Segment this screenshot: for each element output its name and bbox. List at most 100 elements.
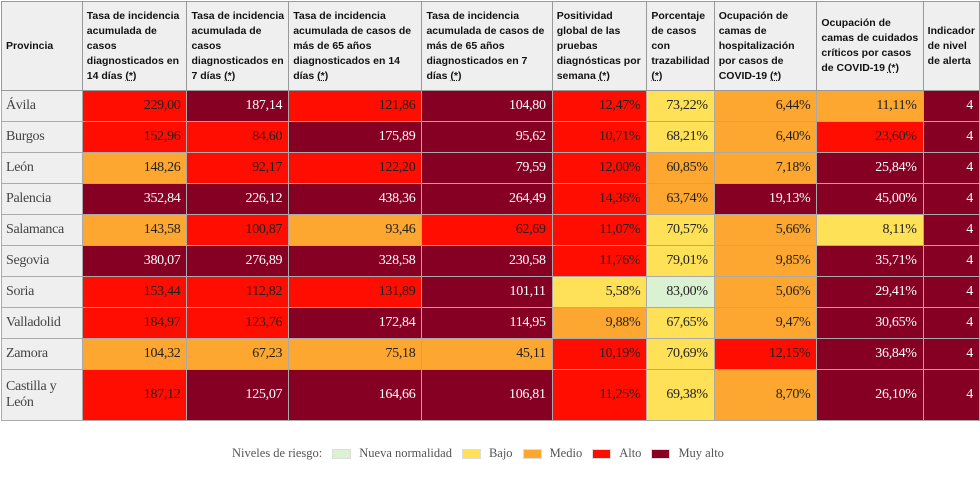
header-row: Provincia Tasa de incidencia acumulada de… — [1, 1, 980, 91]
legend-item-label: Muy alto — [678, 446, 724, 460]
value-cell: 4 — [922, 338, 980, 370]
value-cell: 26,10% — [816, 369, 924, 421]
legend-label: Niveles de riesgo: — [232, 446, 323, 460]
column-header-label: Tasa de incidencia acumulada de casos de… — [293, 9, 412, 82]
column-header: Ocupación de camas de cuidados críticos … — [816, 1, 924, 91]
province-cell: Ávila — [1, 90, 83, 122]
value-cell: 100,87 — [186, 214, 290, 246]
value-cell: 4 — [922, 369, 980, 421]
value-cell: 104,32 — [81, 338, 188, 370]
value-cell: 11,07% — [551, 214, 648, 246]
value-cell: 352,84 — [81, 183, 188, 215]
province-cell: León — [1, 152, 83, 184]
value-cell: 264,49 — [421, 183, 553, 215]
column-header: Tasa de incidencia acumulada de casos di… — [81, 1, 188, 91]
value-cell: 69,38% — [646, 369, 715, 421]
footnote-marker[interactable]: (*) — [770, 69, 782, 82]
value-cell: 5,06% — [713, 276, 818, 308]
column-header-label: Tasa de incidencia acumulada de casos di… — [191, 9, 285, 82]
value-cell: 7,18% — [713, 152, 818, 184]
legend-swatch — [461, 448, 481, 459]
footnote-marker[interactable]: (*) — [450, 69, 462, 82]
value-cell: 122,20 — [288, 152, 423, 184]
value-cell: 9,88% — [551, 307, 648, 339]
footnote-marker[interactable]: (*) — [598, 69, 610, 82]
column-header: Tasa de incidencia acumulada de casos de… — [421, 1, 553, 91]
risk-indicators-table: Provincia Tasa de incidencia acumulada de… — [1, 1, 980, 421]
value-cell: 148,26 — [81, 152, 188, 184]
column-header-label: Tasa de incidencia acumulada de casos di… — [86, 9, 180, 82]
footnote-marker[interactable]: (*) — [317, 69, 329, 82]
value-cell: 380,07 — [81, 245, 188, 277]
value-cell: 6,40% — [713, 121, 818, 153]
value-cell: 92,17 — [186, 152, 290, 184]
value-cell: 4 — [922, 121, 980, 153]
value-cell: 9,47% — [713, 307, 818, 339]
column-header: Positividad global de las pruebas diagnó… — [551, 1, 648, 91]
value-cell: 8,70% — [713, 369, 818, 421]
value-cell: 73,22% — [646, 90, 715, 122]
value-cell: 30,65% — [816, 307, 924, 339]
column-header-label: Indicador de nivel de alerta — [927, 24, 975, 67]
value-cell: 79,59 — [421, 152, 553, 184]
value-cell: 152,96 — [81, 121, 188, 153]
province-cell: Segovia — [1, 245, 83, 277]
value-cell: 438,36 — [288, 183, 423, 215]
legend: Niveles de riesgo: Nueva normalidad Bajo M… — [232, 446, 724, 461]
value-cell: 4 — [922, 214, 980, 246]
value-cell: 67,65% — [646, 307, 715, 339]
value-cell: 10,19% — [551, 338, 648, 370]
value-cell: 70,69% — [646, 338, 715, 370]
value-cell: 5,66% — [713, 214, 818, 246]
province-cell: Valladolid — [1, 307, 83, 339]
column-header: Provincia — [1, 1, 83, 91]
table-row: Castilla y León 187,12 125,07 164,66 106,81 1… — [1, 369, 980, 421]
value-cell: 63,74% — [646, 183, 715, 215]
column-header-label: Provincia — [6, 39, 54, 52]
value-cell: 4 — [922, 276, 980, 308]
value-cell: 95,62 — [421, 121, 553, 153]
footnote-marker[interactable]: (*) — [125, 69, 137, 82]
value-cell: 11,25% — [551, 369, 648, 421]
value-cell: 276,89 — [186, 245, 290, 277]
value-cell: 70,57% — [646, 214, 715, 246]
value-cell: 60,85% — [646, 152, 715, 184]
column-header-label: Porcentaje de casos con trazabilidad — [651, 9, 710, 67]
value-cell: 143,58 — [81, 214, 188, 246]
value-cell: 4 — [922, 152, 980, 184]
province-cell: Castilla y León — [1, 369, 83, 421]
value-cell: 164,66 — [288, 369, 423, 421]
value-cell: 226,12 — [186, 183, 290, 215]
footnote-marker[interactable]: (*) — [887, 62, 900, 74]
legend-item-label: Bajo — [488, 446, 513, 460]
province-cell: Salamanca — [1, 214, 83, 246]
value-cell: 14,36% — [551, 183, 648, 215]
province-cell: Soria — [1, 276, 83, 308]
footnote-marker[interactable]: (*) — [651, 69, 663, 82]
value-cell: 11,76% — [551, 245, 648, 277]
value-cell: 19,13% — [713, 183, 818, 215]
value-cell: 68,21% — [646, 121, 715, 153]
table-row: Palencia 352,84 226,12 438,36 264,49 14,36% 63… — [1, 183, 980, 215]
value-cell: 131,89 — [288, 276, 423, 308]
column-header: Tasa de incidencia acumulada de casos di… — [186, 1, 290, 91]
value-cell: 153,44 — [81, 276, 188, 308]
column-header-label: Ocupación de camas de cuidados críticos … — [821, 17, 919, 74]
value-cell: 35,71% — [816, 245, 924, 277]
value-cell: 229,00 — [81, 90, 188, 122]
footnote-marker[interactable]: (*) — [224, 69, 236, 82]
value-cell: 84,60 — [186, 121, 290, 153]
value-cell: 114,95 — [421, 307, 553, 339]
province-cell: Zamora — [1, 338, 83, 370]
value-cell: 36,84% — [816, 338, 924, 370]
table-row: Burgos 152,96 84,60 175,89 95,62 10,71% 68,21%… — [1, 121, 980, 153]
column-header-label: Ocupación de camas de hospitalización po… — [718, 9, 795, 82]
value-cell: 45,11 — [421, 338, 553, 370]
value-cell: 125,07 — [186, 369, 290, 421]
value-cell: 29,41% — [816, 276, 924, 308]
province-cell: Burgos — [1, 121, 83, 153]
value-cell: 12,00% — [551, 152, 648, 184]
value-cell: 75,18 — [288, 338, 423, 370]
value-cell: 8,11% — [816, 214, 924, 246]
value-cell: 4 — [922, 245, 980, 277]
